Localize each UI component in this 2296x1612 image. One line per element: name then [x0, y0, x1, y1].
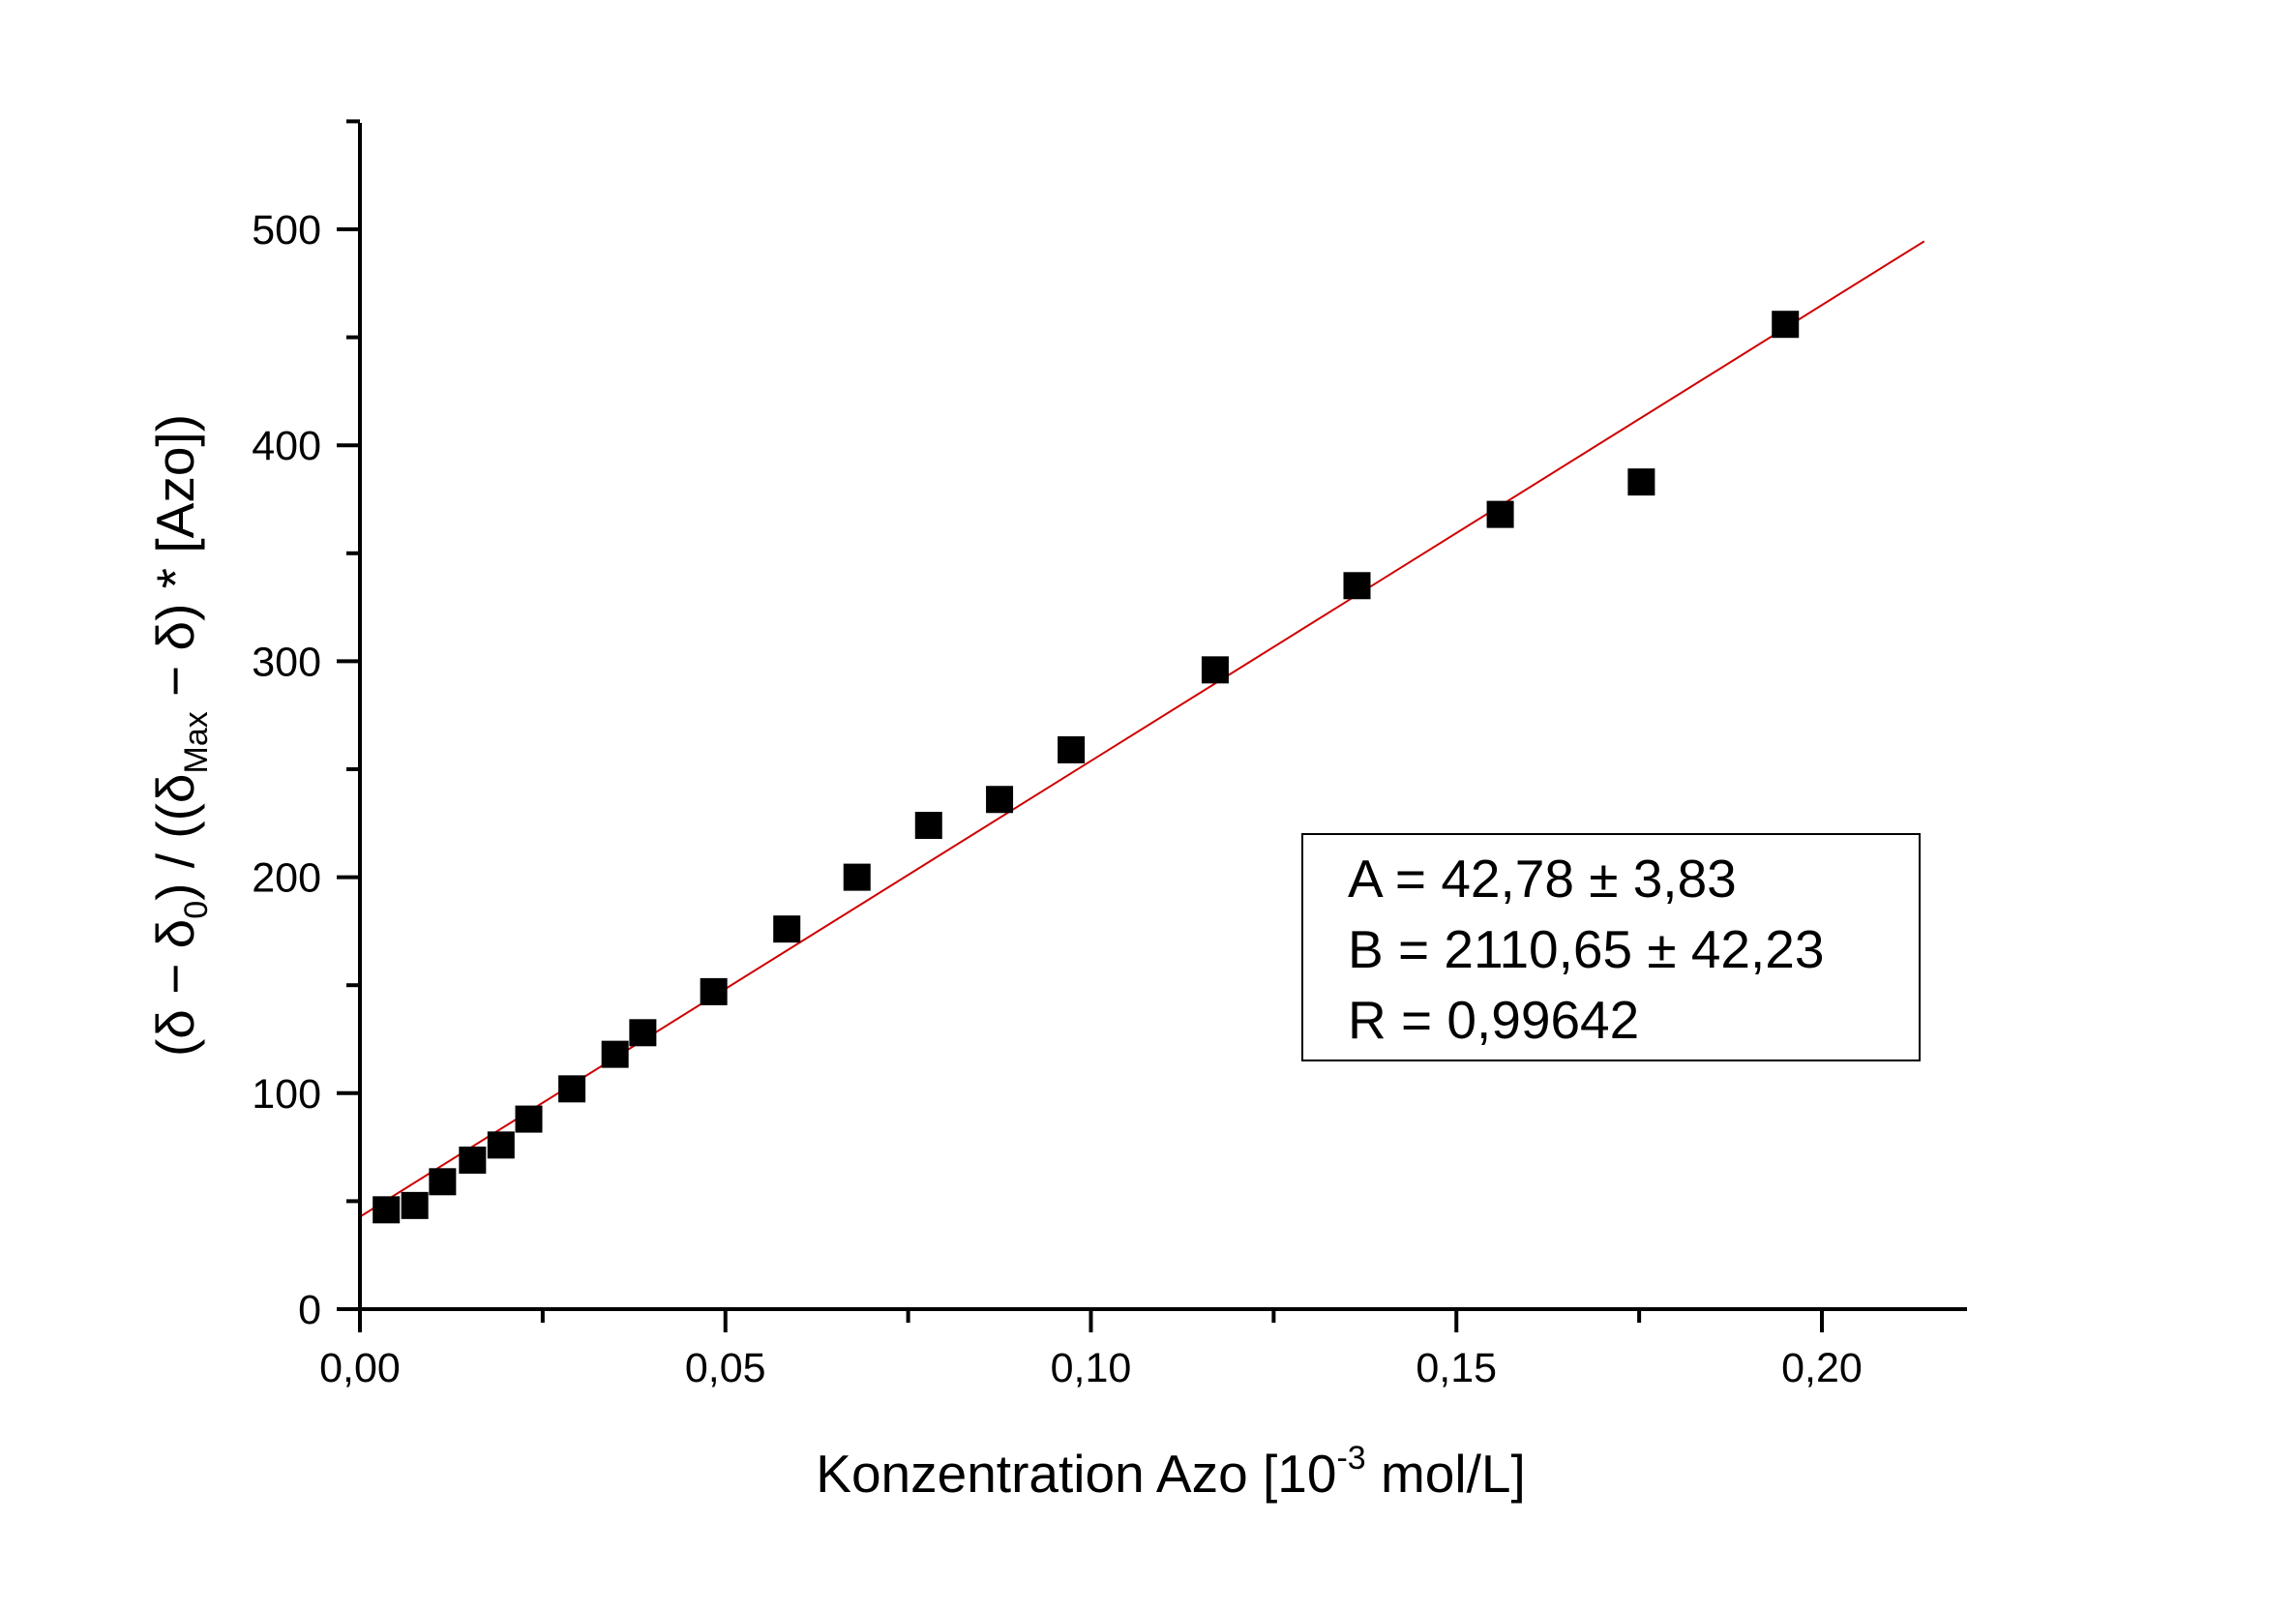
y-tick-label: 100 [252, 1071, 321, 1118]
data-point [459, 1146, 487, 1174]
y-axis-label: (δ − δ0) / ((δMax − δ) * [Azo]) [145, 414, 215, 1057]
fit-legend: A = 42,78 ± 3,83 B = 2110,65 ± 42,23 R =… [1301, 833, 1921, 1061]
data-point [1058, 735, 1086, 763]
y-tick-label: 500 [252, 207, 321, 254]
fit-line [359, 240, 1925, 1218]
x-tick-label: 0,10 [1051, 1345, 1132, 1391]
data-point [1627, 468, 1655, 496]
y-tick-label: 200 [252, 855, 321, 902]
data-point [1772, 311, 1800, 339]
data-point [601, 1040, 629, 1068]
legend-line-r: R = 0,99642 [1348, 990, 1639, 1050]
y-tick-label: 400 [252, 423, 321, 469]
data-point [629, 1019, 657, 1047]
x-axis-label: Konzentration Azo [10-3 mol/L] [816, 1440, 1525, 1504]
data-point [373, 1196, 401, 1224]
data-point [487, 1131, 515, 1159]
data-point [1486, 500, 1514, 528]
data-point [558, 1075, 586, 1103]
data-point [700, 977, 728, 1005]
y-tick-label: 0 [298, 1287, 321, 1333]
legend-box [1301, 833, 1921, 1061]
data-point [1343, 572, 1371, 600]
data-point [986, 786, 1014, 814]
data-point [843, 863, 871, 891]
data-point [429, 1168, 457, 1196]
data-point [515, 1105, 543, 1133]
data-point [914, 812, 942, 840]
x-tick-label: 0,20 [1781, 1345, 1863, 1391]
x-tick-label: 0,00 [319, 1345, 401, 1391]
data-point [1201, 656, 1229, 684]
legend-line-a: A = 42,78 ± 3,83 [1348, 849, 1737, 909]
legend-line-b: B = 2110,65 ± 42,23 [1348, 919, 1824, 979]
y-tick-label: 300 [252, 639, 321, 685]
data-point [401, 1191, 429, 1219]
x-tick-label: 0,15 [1416, 1345, 1497, 1391]
x-tick-label: 0,05 [685, 1345, 766, 1391]
data-point [773, 915, 801, 943]
